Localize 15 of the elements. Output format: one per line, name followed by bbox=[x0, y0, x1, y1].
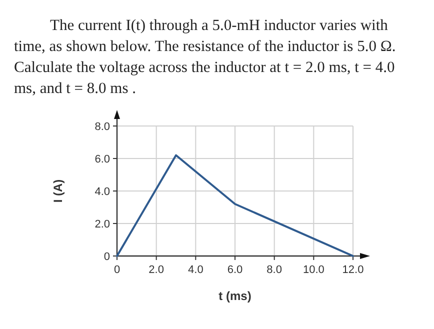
x-axis-title: t (ms) bbox=[218, 289, 252, 303]
x-tick-label: 0 bbox=[114, 264, 120, 276]
y-tick-label: 6.0 bbox=[94, 154, 110, 166]
chart-title: The current I(t) through a 5.0-mH inductor varies with time, as shown below. The resistance of the inductor is 5.0 Ω. Calculate the voltage across the inductor at t = 2.0 ms, t = 4.0 ms, and t = 8.0 ms . bbox=[14, 17, 396, 97]
x-tick-label: 4.0 bbox=[188, 264, 204, 276]
x-tick-label: 12.0 bbox=[342, 264, 364, 276]
x-tick-label: 8.0 bbox=[266, 264, 282, 276]
y-tick-label: 0 bbox=[104, 251, 110, 263]
y-tick-label: 4.0 bbox=[94, 186, 110, 198]
x-tick-label: 2.0 bbox=[148, 264, 164, 276]
y-tick-label: 2.0 bbox=[94, 218, 110, 230]
x-tick-label: 10.0 bbox=[302, 264, 324, 276]
y-axis-title: I (A) bbox=[51, 179, 65, 203]
y-tick-label: 8.0 bbox=[94, 121, 110, 133]
x-tick-label: 6.0 bbox=[227, 264, 243, 276]
